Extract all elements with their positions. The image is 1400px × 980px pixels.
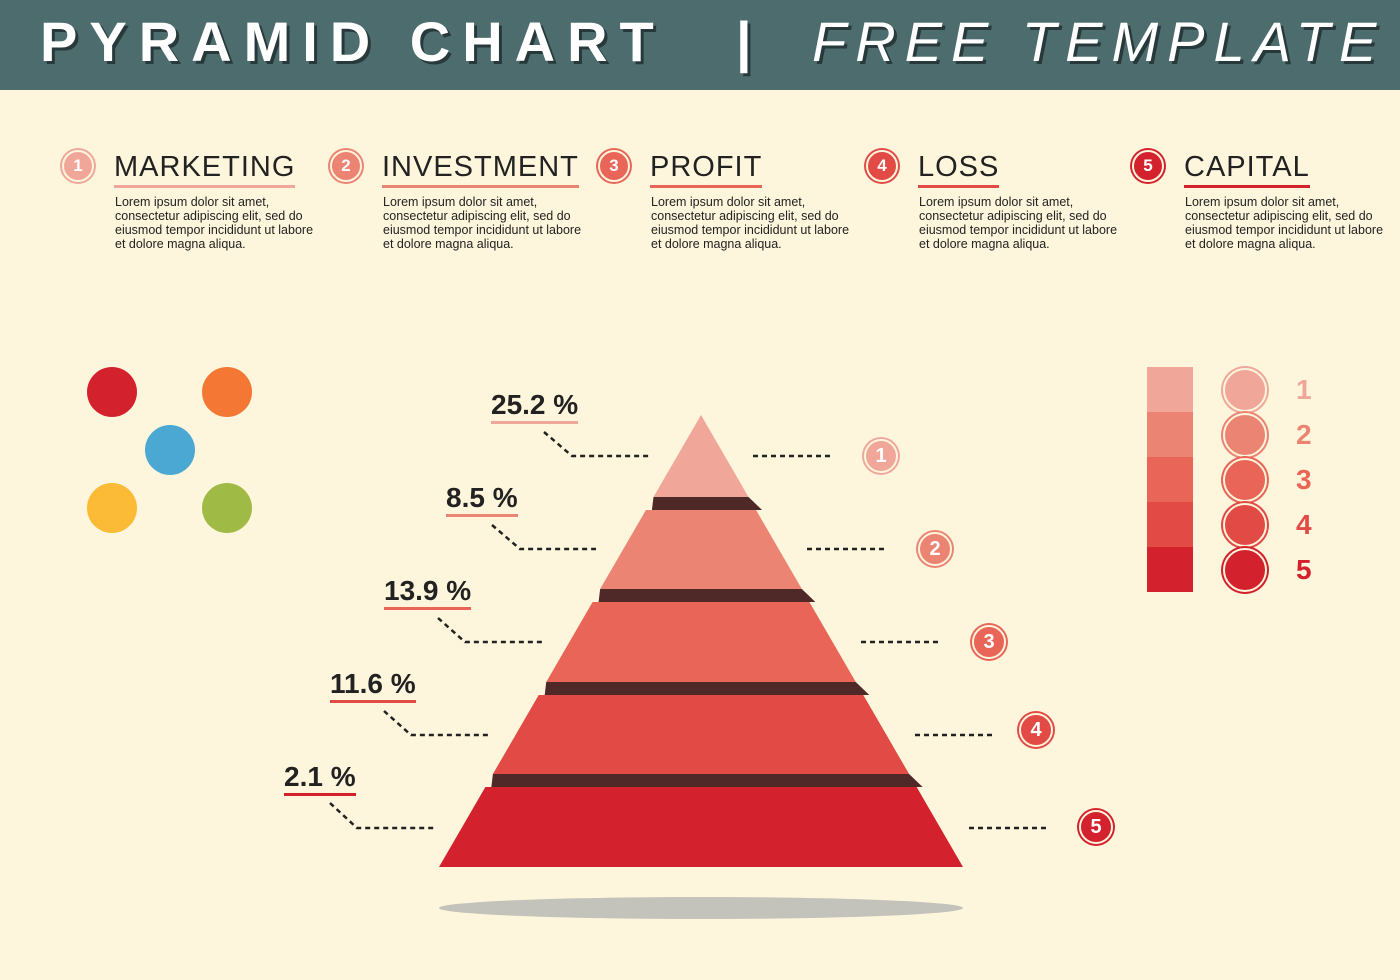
category-title: MARKETING — [114, 150, 296, 188]
legend-circle-4 — [1223, 503, 1267, 547]
percent-label-5: 2.1 % — [284, 762, 356, 796]
pyramid-tier-5 — [439, 787, 963, 867]
leader-line-left-5 — [329, 802, 434, 830]
percent-label-4: 11.6 % — [330, 669, 416, 703]
percent-label-1: 25.2 % — [491, 390, 579, 424]
level-marker-2: 2 — [918, 532, 952, 566]
category-description: Lorem ipsum dolor sit amet, consectetur … — [651, 195, 850, 251]
category-number-badge: 5 — [1132, 150, 1164, 182]
legend-number-3: 3 — [1296, 464, 1312, 495]
category-number-badge: 3 — [598, 150, 630, 182]
page-title: PYRAMID CHART — [40, 10, 666, 73]
pyramid-tier-3 — [546, 602, 856, 682]
category-title: INVESTMENT — [382, 150, 579, 188]
category-capital: 5 CAPITAL Lorem ipsum dolor sit amet, co… — [1132, 150, 1384, 270]
legend-bar-segment-5 — [1147, 547, 1193, 592]
category-number-badge: 4 — [866, 150, 898, 182]
palette-swatch-red — [87, 367, 137, 417]
pyramid-shadow — [439, 897, 963, 919]
leader-line-left-2 — [491, 524, 596, 551]
leader-line-left-1 — [543, 431, 650, 458]
palette-swatch-green — [202, 483, 252, 533]
page-subtitle: FREE TEMPLATE — [812, 10, 1386, 73]
pyramid-separator-3 — [544, 682, 870, 695]
level-marker-3: 3 — [972, 625, 1006, 659]
legend-bar-segment-2 — [1147, 412, 1193, 457]
category-description: Lorem ipsum dolor sit amet, consectetur … — [383, 195, 582, 251]
legend-circle-5 — [1223, 548, 1267, 592]
category-description: Lorem ipsum dolor sit amet, consectetur … — [115, 195, 314, 251]
level-marker-1: 1 — [864, 439, 898, 473]
header-banner: PYRAMID CHART | FREE TEMPLATE — [0, 0, 1400, 90]
pyramid-separator-4 — [491, 774, 923, 787]
category-title: PROFIT — [650, 150, 763, 188]
pyramid-tier-1 — [653, 415, 749, 497]
category-number-badge: 2 — [330, 150, 362, 182]
pyramid-separator-2 — [598, 589, 816, 602]
level-marker-4: 4 — [1019, 713, 1053, 747]
palette-swatch-yellow — [87, 483, 137, 533]
category-investment: 2 INVESTMENT Lorem ipsum dolor sit amet,… — [330, 150, 582, 270]
legend-number-4: 4 — [1296, 509, 1312, 540]
legend-circle-1 — [1223, 368, 1267, 412]
category-marketing: 1 MARKETING Lorem ipsum dolor sit amet, … — [62, 150, 314, 270]
pyramid-separator-1 — [651, 497, 763, 510]
category-profit: 3 PROFIT Lorem ipsum dolor sit amet, con… — [598, 150, 850, 270]
legend-bar-segment-4 — [1147, 502, 1193, 547]
palette-swatch-orange — [202, 367, 252, 417]
legend-number-2: 2 — [1296, 419, 1312, 450]
leader-line-left-3 — [437, 617, 542, 644]
pyramid-tier-4 — [492, 695, 910, 774]
category-description: Lorem ipsum dolor sit amet, consectetur … — [919, 195, 1118, 251]
palette-swatch-blue — [145, 425, 195, 475]
category-title: CAPITAL — [1184, 150, 1310, 188]
category-description: Lorem ipsum dolor sit amet, consectetur … — [1185, 195, 1384, 251]
percent-label-3: 13.9 % — [384, 576, 472, 610]
level-marker-5: 5 — [1079, 810, 1113, 844]
legend-number-5: 5 — [1296, 554, 1312, 585]
legend-number-1: 1 — [1296, 374, 1312, 405]
category-title: LOSS — [918, 150, 1000, 188]
legend-bar-segment-1 — [1147, 367, 1193, 412]
percent-label-2: 8.5 % — [446, 483, 518, 517]
category-loss: 4 LOSS Lorem ipsum dolor sit amet, conse… — [866, 150, 1118, 270]
legend-circle-3 — [1223, 458, 1267, 502]
leader-line-left-4 — [383, 710, 488, 737]
legend-bar-segment-3 — [1147, 457, 1193, 502]
legend-circle-2 — [1223, 413, 1267, 457]
title-separator: | — [736, 10, 752, 73]
pyramid-tier-2 — [600, 510, 802, 589]
category-number-badge: 1 — [62, 150, 94, 182]
